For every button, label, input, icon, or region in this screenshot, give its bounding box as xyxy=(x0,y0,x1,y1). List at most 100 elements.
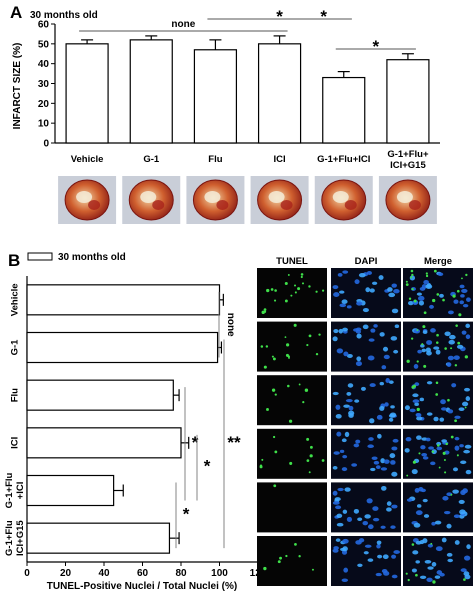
dapi-nucleus xyxy=(419,575,427,579)
tunel-positive-nucleus xyxy=(463,578,466,581)
dapi-nucleus xyxy=(335,404,341,410)
heart-viable-region xyxy=(152,200,165,210)
dapi-nucleus xyxy=(409,408,416,413)
panel-b-bar xyxy=(26,284,221,316)
dapi-nucleus xyxy=(342,538,349,544)
dapi-nucleus xyxy=(341,578,349,583)
tunel-positive-nucleus xyxy=(406,474,409,477)
dapi-nucleus xyxy=(430,328,436,333)
panel-a-y-axis-label: INFARCT SIZE (%) xyxy=(12,43,23,130)
dapi-nucleus xyxy=(332,490,338,496)
tunel-positive-nucleus xyxy=(444,471,447,474)
dapi-nucleus xyxy=(355,361,362,367)
tunel-positive-nucleus xyxy=(290,294,293,297)
tunel-positive-nucleus xyxy=(435,393,439,396)
dapi-nucleus xyxy=(390,460,396,465)
dapi-nucleus xyxy=(372,506,379,511)
tunel-positive-nucleus xyxy=(274,299,277,302)
dapi-nucleus xyxy=(442,495,449,501)
tunel-positive-nucleus xyxy=(284,281,288,286)
dapi-nucleus xyxy=(452,489,459,494)
dapi-nucleus xyxy=(446,552,453,557)
dapi-nucleus xyxy=(454,540,460,545)
dapi-nucleus xyxy=(389,453,396,459)
dapi-nucleus xyxy=(463,571,470,577)
dapi-nucleus xyxy=(341,438,347,443)
dapi-nucleus xyxy=(412,393,419,398)
panel-a-significance: none * * * xyxy=(79,7,416,56)
dapi-nucleus xyxy=(390,525,396,529)
dapi-nucleus xyxy=(460,490,466,496)
panel-b-bar-chart: B 30 months old 020406080100120 none****… xyxy=(4,251,267,592)
tunel-positive-nucleus xyxy=(413,299,417,303)
dapi-nucleus xyxy=(345,398,353,403)
tunel-positive-nucleus xyxy=(430,542,433,545)
panel-b-x-tick-label: 60 xyxy=(137,568,149,579)
dapi-nucleus xyxy=(419,540,425,545)
panel-b-bar xyxy=(26,522,171,554)
dapi-nucleus xyxy=(339,290,345,294)
tunel-positive-nucleus xyxy=(442,298,445,302)
dapi-nucleus xyxy=(454,415,461,419)
dapi-nucleus xyxy=(433,416,439,422)
dapi-nucleus xyxy=(373,460,380,465)
tunel-positive-nucleus xyxy=(408,297,412,300)
dapi-nucleus xyxy=(433,346,440,350)
dapi-nucleus xyxy=(386,501,392,506)
dapi-nucleus xyxy=(355,439,361,444)
dapi-nucleus xyxy=(379,332,385,337)
dapi-nucleus xyxy=(406,498,413,502)
tunel-positive-nucleus xyxy=(289,461,293,465)
dapi-nucleus xyxy=(413,328,421,334)
tunel-positive-nucleus xyxy=(456,289,460,293)
tunel-micrograph-grid: TUNEL DAPI Merge xyxy=(257,256,473,586)
tunel-positive-nucleus xyxy=(465,273,468,277)
dapi-nucleus xyxy=(369,288,375,293)
dapi-nucleus xyxy=(360,386,366,391)
tunel-positive-nucleus xyxy=(455,324,458,327)
panel-b-bar xyxy=(26,379,174,411)
tunel-positive-nucleus xyxy=(311,568,314,571)
dapi-nucleus xyxy=(415,413,422,418)
panel-a-bar xyxy=(129,39,173,144)
tunel-positive-nucleus xyxy=(274,393,277,396)
dapi-nucleus xyxy=(342,509,348,514)
dapi-nucleus xyxy=(348,410,355,416)
panel-b-bars xyxy=(26,284,224,554)
heart-infarct-region xyxy=(268,191,285,203)
tunel-positive-nucleus xyxy=(284,299,288,303)
micrograph-column-header: Merge xyxy=(424,256,452,267)
panel-a-y-tick-label: 0 xyxy=(43,139,49,150)
panel-b-category-label-line: ICI+G15 xyxy=(15,520,26,556)
dapi-nucleus xyxy=(465,323,471,329)
tunel-positive-nucleus xyxy=(412,384,416,388)
dapi-nucleus xyxy=(366,498,373,504)
panel-b-category-label-line: Vehicle xyxy=(10,283,21,316)
dapi-nucleus xyxy=(370,467,376,472)
panel-b-label: B xyxy=(8,251,20,270)
tunel-positive-nucleus xyxy=(411,273,414,277)
tunel-positive-nucleus xyxy=(456,454,459,457)
dapi-nucleus xyxy=(389,412,397,418)
dapi-nucleus xyxy=(335,505,342,510)
dapi-nucleus xyxy=(338,328,344,334)
dapi-nucleus xyxy=(459,300,464,305)
dapi-nucleus xyxy=(458,407,465,411)
dapi-nucleus xyxy=(434,520,442,525)
dapi-nucleus xyxy=(391,574,398,579)
dapi-nucleus xyxy=(416,435,422,440)
panel-a-significance-label: * xyxy=(373,37,380,56)
dapi-nucleus xyxy=(394,324,400,329)
dapi-nucleus xyxy=(363,551,369,555)
dapi-nucleus xyxy=(464,444,472,449)
tunel-positive-nucleus xyxy=(298,383,301,386)
panel-a-category-label: ICI+G15 xyxy=(390,160,426,171)
dapi-nucleus xyxy=(465,334,471,340)
dapi-nucleus xyxy=(333,328,339,334)
dapi-nucleus xyxy=(417,349,422,354)
panel-a-bar xyxy=(193,49,238,144)
dapi-nucleus xyxy=(441,407,447,411)
heart-infarct-region xyxy=(204,191,221,203)
dapi-nucleus xyxy=(463,449,471,454)
panel-b-legend-swatch xyxy=(27,252,53,261)
